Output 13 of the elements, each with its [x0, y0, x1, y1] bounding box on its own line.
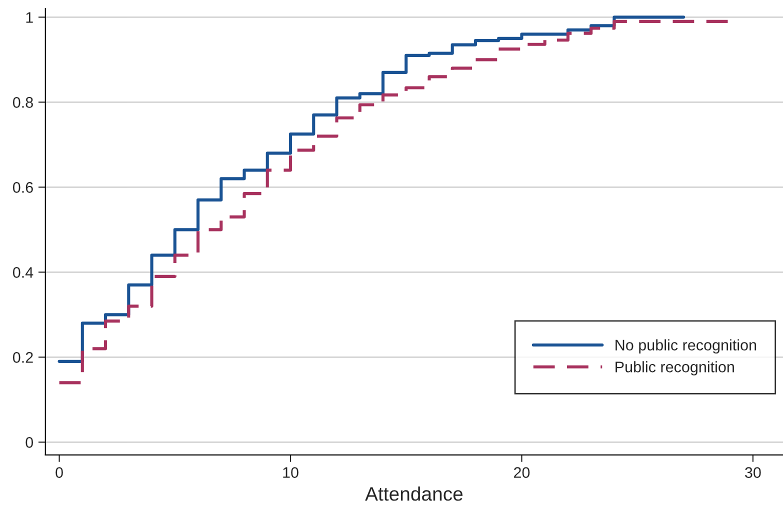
y-tick-label: 0.8 — [12, 97, 33, 108]
x-tick-label: 10 — [283, 467, 298, 478]
legend-label: No public recognition — [616, 339, 756, 354]
x-tick-label: 30 — [745, 467, 761, 478]
y-tick-label: 0.6 — [12, 182, 33, 193]
legend-label: Public recognition — [616, 361, 734, 376]
x-tick-label: 0 — [56, 467, 63, 478]
x-tick-label: 20 — [514, 467, 530, 478]
y-tick-label: 0.4 — [12, 267, 34, 278]
y-tick-label: 0.2 — [12, 352, 33, 363]
y-tick-label: 0 — [26, 437, 34, 448]
x-axis-title: Attendance — [365, 486, 463, 501]
y-tick-label: 1 — [26, 12, 33, 23]
